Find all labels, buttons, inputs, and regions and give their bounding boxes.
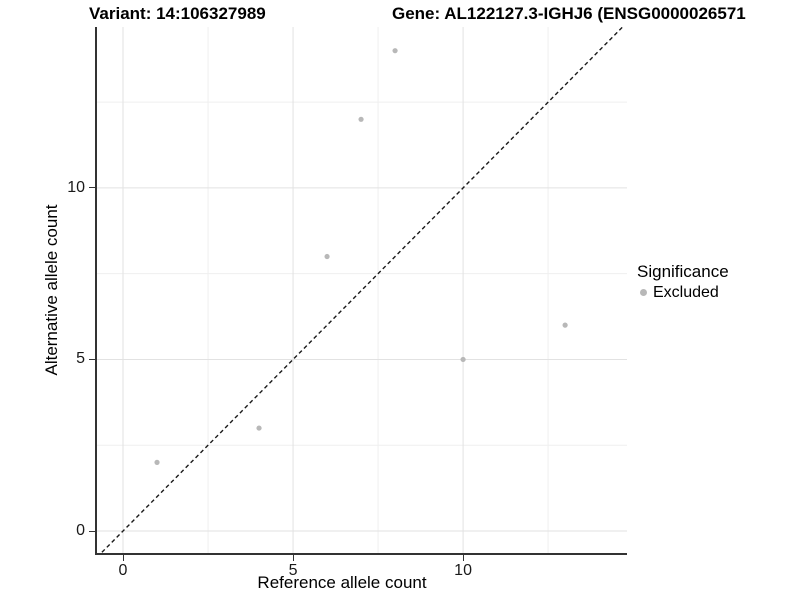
data-point bbox=[358, 116, 364, 122]
y-axis-tick-label: 10 bbox=[67, 178, 85, 196]
y-axis-tick-label: 5 bbox=[76, 350, 85, 368]
x-axis-tick-mark bbox=[462, 555, 464, 561]
data-point bbox=[392, 48, 398, 54]
y-axis-tick-label: 0 bbox=[76, 522, 85, 539]
scatter-plot-canvas bbox=[97, 27, 627, 553]
plot-panel bbox=[95, 27, 627, 555]
data-point bbox=[256, 425, 262, 431]
x-axis-tick-label: 5 bbox=[288, 562, 298, 579]
y-axis-tick-mark bbox=[89, 358, 95, 360]
variant-title: Variant: 14:106327989 bbox=[89, 4, 266, 23]
y-axis-tick-mark bbox=[89, 530, 95, 532]
x-axis-tick-label: 0 bbox=[118, 562, 128, 579]
data-point bbox=[324, 253, 330, 260]
legend-item-excluded: Excluded bbox=[637, 283, 729, 302]
legend-item-label: Excluded bbox=[653, 284, 719, 301]
data-point bbox=[460, 356, 466, 363]
x-axis-tick-label: 10 bbox=[454, 562, 472, 579]
gene-title: Gene: AL122127.3-IGHJ6 (ENSG0000026571 bbox=[392, 4, 746, 23]
y-axis-tick-mark bbox=[89, 187, 95, 189]
identity-line bbox=[100, 27, 624, 553]
x-axis-title: Reference allele count bbox=[257, 573, 427, 592]
data-point bbox=[154, 459, 160, 465]
y-axis-title: Alternative allele count bbox=[42, 204, 61, 376]
legend-title: Significance bbox=[637, 262, 729, 281]
legend: Significance Excluded bbox=[637, 262, 729, 302]
legend-point-icon bbox=[640, 289, 647, 296]
data-point bbox=[562, 322, 568, 328]
x-axis-tick-mark bbox=[122, 555, 124, 561]
x-axis-tick-mark bbox=[292, 555, 294, 561]
